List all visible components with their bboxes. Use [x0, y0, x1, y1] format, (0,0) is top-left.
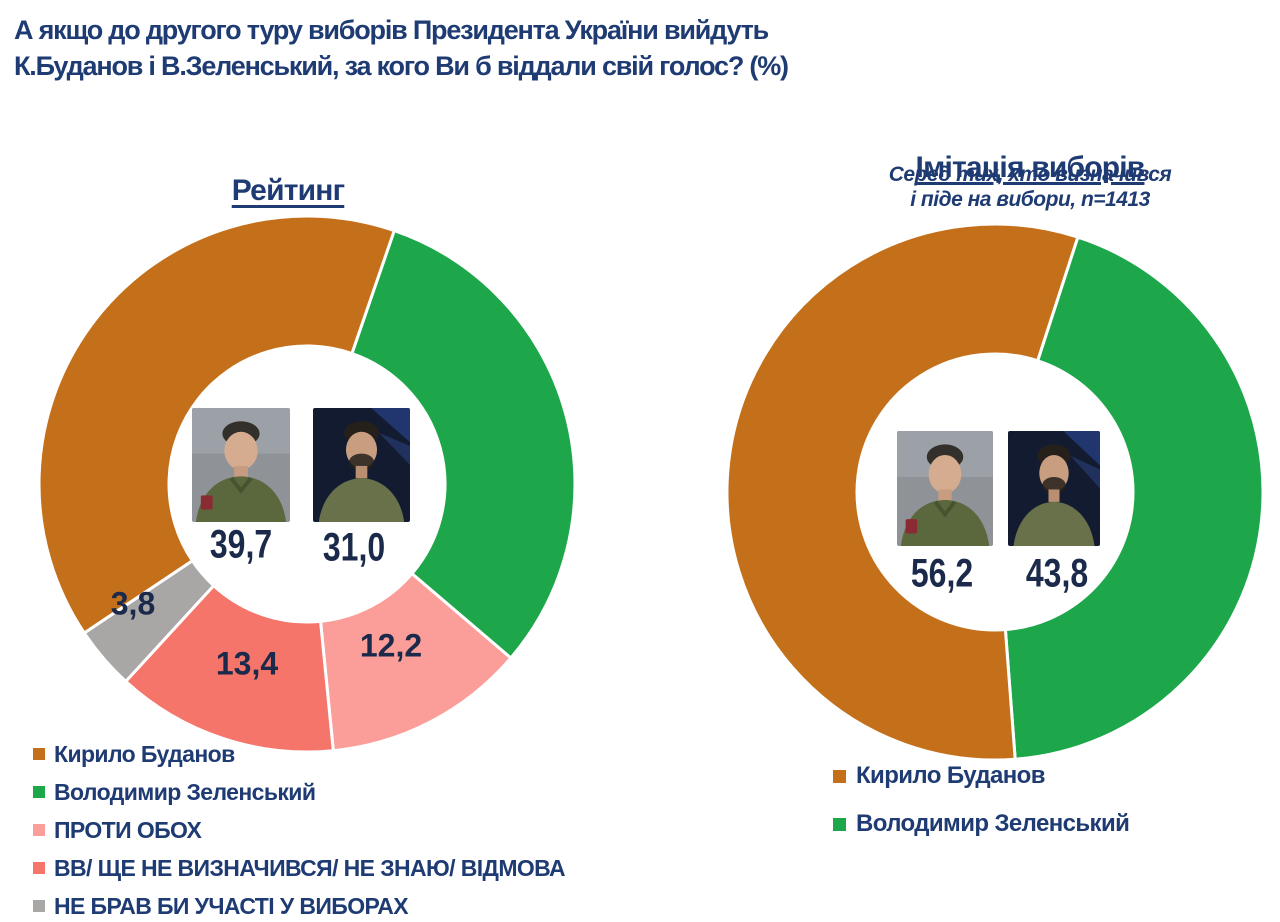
zelensky-simulation-value: 43,8 [1025, 551, 1089, 596]
page-title-line2: К.Буданов і В.Зеленський, за кого Ви б в… [14, 51, 789, 81]
budanov-portrait-drawing [192, 408, 290, 522]
budanov-portrait-drawing [897, 431, 993, 546]
rating-donut-svg [37, 214, 577, 754]
simulation-slice-0 [1003, 235, 1265, 761]
simulation-legend-item-1: Володимир Зеленський [833, 800, 1130, 848]
rating-slice-label-3: 3,8 [110, 585, 156, 622]
rating-legend-swatch-2 [33, 824, 45, 836]
rating-legend-item-3: ВВ/ ЩЕ НЕ ВИЗНАЧИВСЯ/ НЕ ЗНАЮ/ ВІДМОВА [33, 849, 566, 887]
page-title: А якщо до другого туру виборів Президент… [14, 12, 1014, 84]
rating-legend-swatch-3 [33, 862, 45, 874]
rating-donut-chart: 39,7 31,0 12,2 13,4 3,8 [35, 212, 580, 757]
simulation-slice-1 [725, 222, 1080, 762]
simulation-subtitle-line2: і піде на вибори, n=1413 [910, 188, 1150, 211]
rating-legend-swatch-1 [33, 786, 45, 798]
zelensky-rating-value: 31,0 [322, 525, 386, 570]
simulation-legend-label-0: Кирило Буданов [856, 762, 1045, 789]
simulation-subtitle-line1: Серед тих, хто визначився [888, 163, 1172, 186]
page-title-line1: А якщо до другого туру виборів Президент… [14, 15, 769, 45]
budanov-photo [192, 408, 290, 522]
simulation-legend-item-0: Кирило Буданов [833, 752, 1129, 800]
budanov-simulation-value: 56,2 [910, 551, 974, 596]
rating-legend-swatch-4 [33, 900, 45, 912]
rating-chart-title: Рейтинг [231, 173, 345, 207]
rating-legend-label-2: ПРОТИ ОБОХ [54, 816, 202, 843]
zelensky-photo [313, 408, 410, 522]
rating-legend-swatch-0 [33, 748, 45, 760]
simulation-legend-swatch-0 [833, 769, 846, 783]
simulation-chart-subtitle: Серед тих, хто визначився і піде на вибо… [855, 162, 1205, 212]
zelensky-portrait-drawing [1008, 431, 1100, 546]
rating-legend-label-0: Кирило Буданов [54, 740, 235, 767]
rating-slice-1 [319, 572, 513, 753]
rating-slice-4 [37, 214, 396, 635]
rating-slice-label-2: 13,4 [215, 645, 279, 682]
simulation-donut-chart: 56,2 43,8 [723, 220, 1268, 765]
rating-legend-label-4: НЕ БРАВ БИ УЧАСТІ У ВИБОРАХ [54, 892, 409, 919]
simulation-legend: Кирило Буданов Володимир Зеленський [833, 752, 1130, 848]
rating-legend-item-1: Володимир Зеленський [33, 773, 565, 811]
simulation-chart-title: Імітація виборів [915, 150, 1146, 184]
zelensky-photo [1008, 431, 1100, 546]
rating-legend-label-1: Володимир Зеленський [54, 778, 316, 805]
simulation-legend-label-1: Володимир Зеленський [856, 810, 1130, 837]
rating-slice-label-1: 12,2 [359, 627, 423, 664]
rating-legend-item-0: Кирило Буданов [33, 735, 565, 773]
rating-legend-item-4: НЕ БРАВ БИ УЧАСТІ У ВИБОРАХ [33, 887, 565, 922]
simulation-donut-svg [725, 222, 1265, 762]
rating-legend-label-3: ВВ/ ЩЕ НЕ ВИЗНАЧИВСЯ/ НЕ ЗНАЮ/ ВІДМОВА [54, 854, 566, 881]
rating-legend-item-2: ПРОТИ ОБОХ [33, 811, 565, 849]
budanov-photo [897, 431, 993, 546]
rating-slice-2 [124, 584, 335, 754]
simulation-legend-swatch-1 [833, 817, 846, 831]
budanov-rating-value: 39,7 [209, 522, 273, 567]
rating-slice-0 [350, 229, 577, 660]
zelensky-portrait-drawing [313, 408, 410, 522]
rating-legend: Кирило Буданов Володимир Зеленський ПРОТИ … [33, 735, 566, 922]
